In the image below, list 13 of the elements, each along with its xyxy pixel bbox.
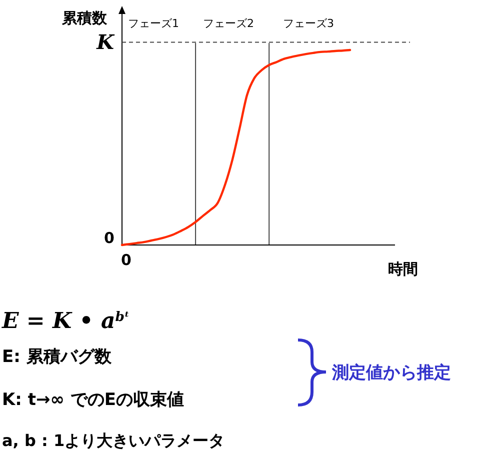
x-axis-title: 時間 — [388, 260, 418, 278]
ref-line-label: K — [96, 30, 116, 54]
text: 測定値から推定 — [331, 363, 451, 383]
text: 0 — [104, 229, 114, 247]
text: E: 累積バグ数 — [2, 347, 112, 367]
y-axis-title: 累積数 — [61, 9, 108, 27]
text: フェーズ3 — [283, 17, 334, 30]
text: フェーズ2 — [203, 17, 254, 30]
text: フェーズ1 — [128, 17, 179, 30]
text: 0 — [121, 251, 132, 269]
text: K: t→∞ でのEの収束値 — [2, 390, 184, 410]
text: a, b : 1より大きいパラメータ — [2, 431, 225, 450]
text: E = K • a$^{bᵗ}$ — [1, 308, 130, 334]
